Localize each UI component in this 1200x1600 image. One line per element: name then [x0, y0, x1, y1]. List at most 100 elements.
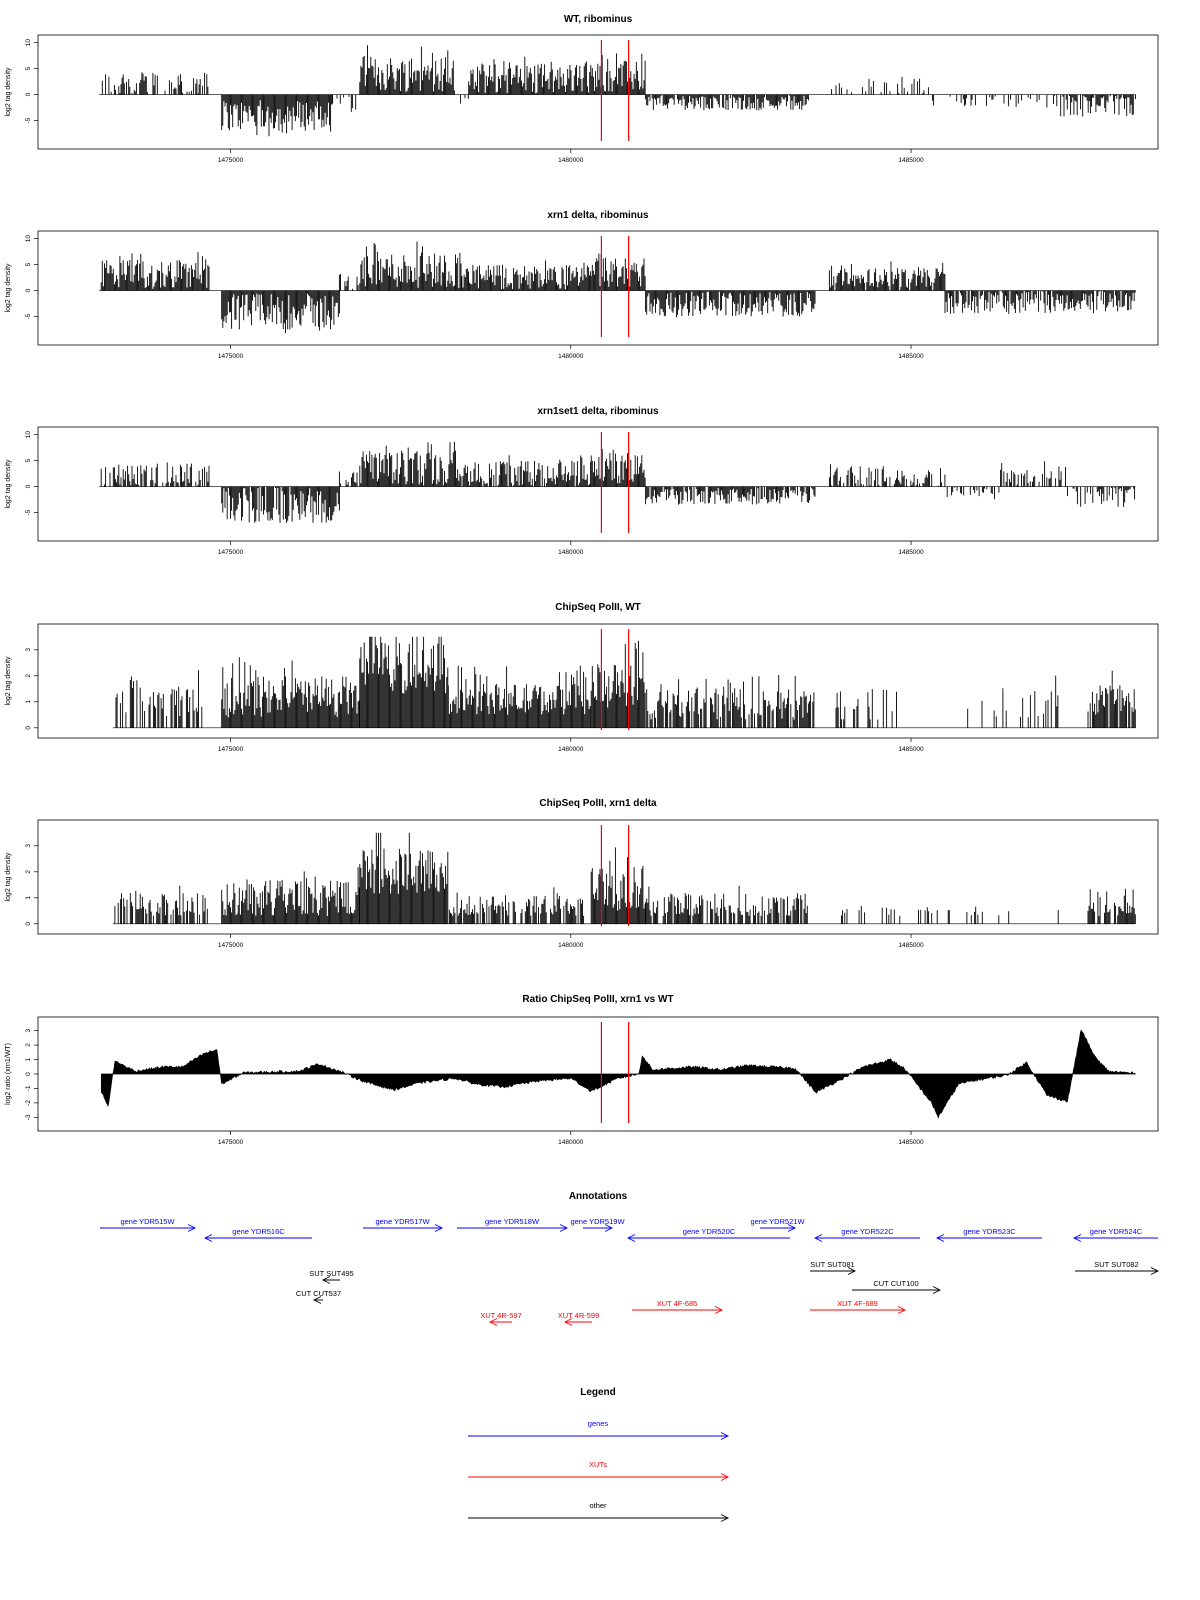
- y-axis: -5 0 5 10: [25, 39, 38, 123]
- y-tick-label: 2: [25, 870, 32, 874]
- feature-gene: gene YDR523C: [935, 1227, 1042, 1242]
- feature-label: gene YDR516C: [232, 1227, 285, 1236]
- arrow-head: [787, 1224, 797, 1232]
- legend-label: genes: [588, 1419, 609, 1428]
- x-axis: 1475000 1480000 1485000: [218, 149, 924, 164]
- y-tick-label: 5: [25, 66, 32, 70]
- legend-label: other: [589, 1501, 607, 1510]
- x-tick-label: 1475000: [218, 1139, 244, 1146]
- panel-ratio_chipseq: Ratio ChipSeq PolII, xrn1 vs WT -3 -2 -1 0 1 2…: [5, 994, 1159, 1146]
- panel-title: WT, ribominus: [564, 14, 633, 25]
- arrow-head: [714, 1306, 724, 1314]
- y-tick-label: -1: [25, 1085, 32, 1091]
- feature-other: CUT CUT537: [296, 1289, 341, 1304]
- feature-label: gene YDR521W: [750, 1217, 805, 1226]
- plot-frame: [37, 34, 1159, 150]
- data-marks: [99, 45, 1136, 137]
- y-axis-label: log2 tag density: [5, 656, 12, 706]
- arrow-head: [187, 1224, 197, 1232]
- x-tick-label: 1485000: [898, 157, 924, 164]
- feature-label: SUT SUT495: [309, 1269, 353, 1278]
- x-tick-label: 1475000: [218, 746, 244, 753]
- y-tick-label: 1: [25, 1057, 32, 1061]
- panel-wt_ribominus: WT, ribominus -5 0 5 10 log2 tag density 14750…: [5, 14, 1159, 164]
- arrow-head: [1072, 1234, 1082, 1242]
- x-tick-label: 1475000: [218, 353, 244, 360]
- density-bars: [100, 441, 1136, 523]
- feature-label: SUT SUT081: [810, 1260, 854, 1269]
- y-axis: -5 0 5 10: [25, 235, 38, 319]
- y-tick-label: 2: [25, 674, 32, 678]
- data-marks: [99, 441, 1136, 523]
- annotations-title: Annotations: [569, 1191, 628, 1202]
- y-tick-label: 10: [25, 39, 32, 47]
- feature-label: gene YDR523C: [963, 1227, 1016, 1236]
- legend-entry-other: other: [468, 1501, 730, 1522]
- y-axis-label: log2 tag density: [5, 263, 12, 313]
- feature-xut: XUT 4F-685: [632, 1299, 724, 1314]
- panel-title: ChipSeq PolII, xrn1 delta: [539, 798, 657, 809]
- arrow-head: [720, 1432, 730, 1440]
- panel-xrn1_ribominus: xrn1 delta, ribominus -5 0 5 10 log2 tag dens…: [5, 210, 1159, 360]
- density-bars: [101, 45, 1136, 137]
- legend: Legend genes XUTs other: [468, 1387, 730, 1522]
- feature-label: XUT 4F-685: [657, 1299, 698, 1308]
- arrow-head: [935, 1234, 945, 1242]
- y-tick-label: 1: [25, 700, 32, 704]
- y-tick-label: 0: [25, 288, 32, 292]
- x-tick-label: 1485000: [898, 353, 924, 360]
- feature-label: gene YDR517W: [375, 1217, 430, 1226]
- arrow-head: [321, 1276, 331, 1284]
- feature-xut: XUT 4F-689: [810, 1299, 907, 1314]
- y-axis-label: log2 tag density: [5, 852, 12, 902]
- feature-gene: gene YDR519W: [570, 1217, 625, 1232]
- feature-label: gene YDR520C: [683, 1227, 736, 1236]
- y-axis: -3 -2 -1 0 1 2 3: [25, 1028, 38, 1120]
- plot-frame: [37, 426, 1159, 542]
- arrow-head: [1150, 1267, 1160, 1275]
- y-tick-label: 3: [25, 844, 32, 848]
- arrow-head: [720, 1514, 730, 1522]
- y-axis: -5 0 5 10: [25, 431, 38, 515]
- x-axis: 1475000 1480000 1485000: [218, 541, 924, 556]
- y-axis-label: log2 tag density: [5, 67, 12, 117]
- y-tick-label: -2: [25, 1100, 32, 1106]
- x-axis: 1475000 1480000 1485000: [218, 345, 924, 360]
- feature-label: XUT 4R-597: [480, 1311, 522, 1320]
- y-tick-label: 1: [25, 896, 32, 900]
- feature-label: gene YDR524C: [1090, 1227, 1143, 1236]
- arrow-head: [312, 1296, 322, 1304]
- x-tick-label: 1480000: [558, 549, 584, 556]
- feature-xut: XUT 4R-599: [558, 1311, 600, 1326]
- arrow-head: [813, 1234, 823, 1242]
- feature-label: CUT CUT100: [873, 1279, 918, 1288]
- panel-title: xrn1 delta, ribominus: [547, 210, 649, 221]
- panel-title: ChipSeq PolII, WT: [555, 602, 641, 613]
- panel-title: xrn1set1 delta, ribominus: [537, 406, 659, 417]
- arrow-head: [559, 1224, 569, 1232]
- x-axis: 1475000 1480000 1485000: [218, 1131, 924, 1146]
- arrow-head: [604, 1224, 614, 1232]
- y-axis: 0 1 2 3: [25, 648, 38, 730]
- data-marks: [112, 636, 1136, 729]
- x-tick-label: 1480000: [558, 157, 584, 164]
- y-tick-label: -5: [25, 509, 32, 515]
- feature-gene: gene YDR522C: [813, 1227, 920, 1242]
- feature-gene: gene YDR520C: [626, 1227, 790, 1242]
- feature-gene: gene YDR518W: [457, 1217, 569, 1232]
- density-bars: [114, 832, 1136, 924]
- arrow-head: [626, 1234, 636, 1242]
- y-tick-label: -5: [25, 313, 32, 319]
- y-tick-label: 2: [25, 1043, 32, 1047]
- y-tick-label: -3: [25, 1114, 32, 1120]
- feature-gene: gene YDR521W: [750, 1217, 805, 1232]
- density-bars: [100, 241, 1136, 334]
- y-tick-label: 0: [25, 726, 32, 730]
- y-tick-label: 0: [25, 922, 32, 926]
- y-axis-label: log2 tag density: [5, 459, 12, 509]
- feature-gene: gene YDR516C: [203, 1227, 312, 1242]
- feature-label: XUT 4R-599: [558, 1311, 600, 1320]
- feature-label: CUT CUT537: [296, 1289, 341, 1298]
- panel-chipseq_wt: ChipSeq PolII, WT 0 1 2 3 log2 tag density 147…: [5, 602, 1159, 753]
